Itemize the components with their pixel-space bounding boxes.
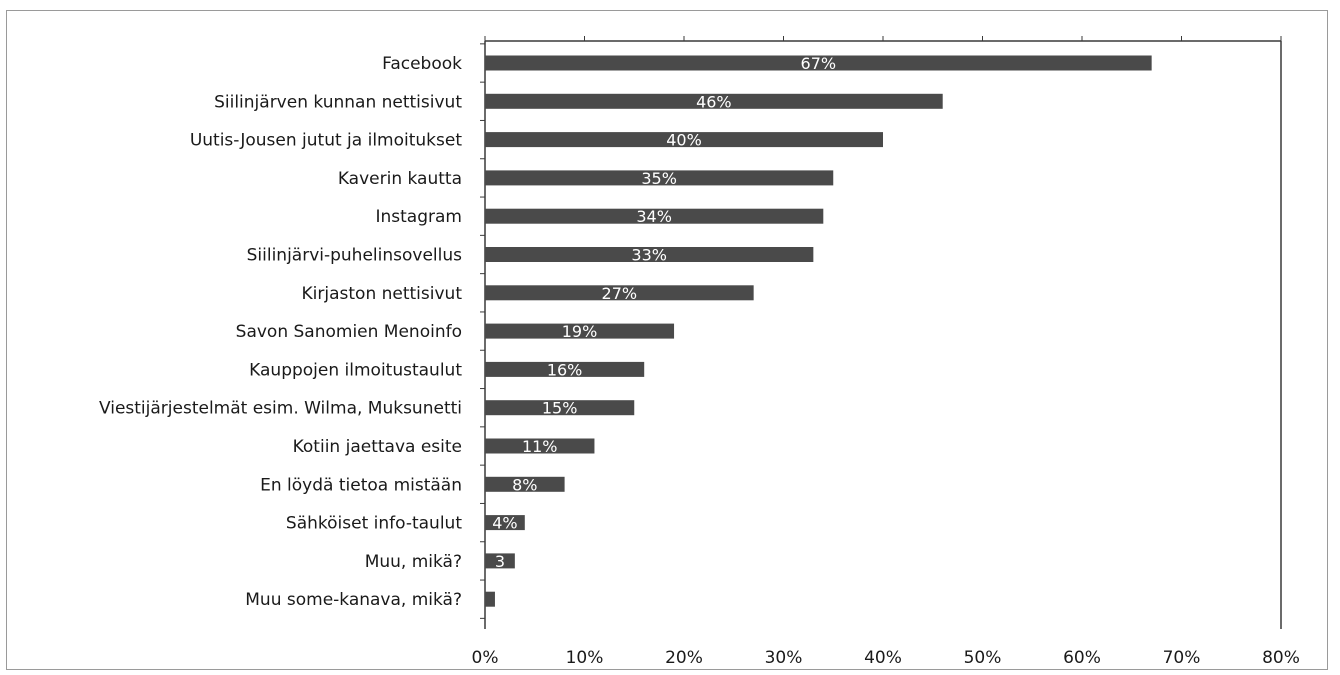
category-label: Siilinjärvi-puhelinsovellus — [247, 246, 463, 266]
bar — [485, 170, 834, 186]
bar — [485, 93, 943, 109]
data-label: 19% — [562, 322, 598, 341]
category-label: Viestijärjestelmät esim. Wilma, Muksunet… — [99, 399, 462, 419]
data-label: 16% — [547, 360, 583, 379]
category-label: Facebook — [382, 54, 462, 74]
category-label: En löydä tietoa mistään — [260, 475, 462, 495]
bar — [485, 515, 525, 531]
data-label: 33% — [631, 246, 667, 265]
x-tick-label: 20% — [665, 648, 703, 668]
data-label: 46% — [696, 92, 732, 111]
data-label: 15% — [542, 399, 578, 418]
x-tick-label: 60% — [1063, 648, 1101, 668]
bar — [485, 132, 883, 148]
x-tick-label: 10% — [566, 648, 604, 668]
x-tick-label: 50% — [964, 648, 1002, 668]
bar — [485, 55, 1152, 71]
bar — [485, 361, 645, 377]
bar — [485, 591, 495, 607]
x-tick-label: 0% — [472, 648, 499, 668]
data-label: 27% — [602, 284, 638, 303]
category-label: Kotiin jaettava esite — [293, 437, 462, 457]
bar — [485, 476, 565, 492]
category-label: Siilinjärven kunnan nettisivut — [214, 92, 462, 112]
bar — [485, 400, 635, 416]
category-label: Kauppojen ilmoitustaulut — [249, 360, 462, 380]
category-label: Savon Sanomien Menoinfo — [236, 322, 462, 342]
bar — [485, 438, 595, 454]
category-label: Sähköiset info-taulut — [286, 514, 462, 534]
data-label: 40% — [666, 131, 702, 150]
chart-frame: 0% 10% 20% 30% 40% 50% 60% 70% 80% Facebook 67% Sii… — [6, 10, 1328, 670]
data-label: 35% — [641, 169, 677, 188]
data-label: 3 — [495, 552, 505, 571]
bar — [485, 553, 515, 569]
bar — [485, 208, 824, 224]
x-tick-label: 80% — [1262, 648, 1300, 668]
bar — [485, 247, 814, 262]
category-label: Muu, mikä? — [365, 552, 462, 572]
bar — [485, 285, 754, 301]
bar-chart: 0% 10% 20% 30% 40% 50% 60% 70% 80% Facebook 67% Sii… — [99, 36, 1300, 668]
data-label: 11% — [522, 437, 558, 456]
data-label: 8% — [512, 475, 537, 494]
category-label: Kaverin kautta — [338, 169, 462, 189]
category-label: Uutis-Jousen jutut ja ilmoitukset — [190, 131, 463, 151]
x-tick-label: 70% — [1163, 648, 1201, 668]
data-label: 67% — [801, 54, 837, 73]
x-tick-label: 30% — [765, 648, 803, 668]
category-label: Instagram — [376, 207, 463, 227]
bar — [485, 323, 675, 339]
category-label: Muu some-kanava, mikä? — [245, 590, 462, 610]
x-tick-label: 40% — [864, 648, 902, 668]
category-label: Kirjaston nettisivut — [302, 284, 463, 304]
data-label: 4% — [492, 514, 517, 533]
data-label: 34% — [636, 207, 672, 226]
